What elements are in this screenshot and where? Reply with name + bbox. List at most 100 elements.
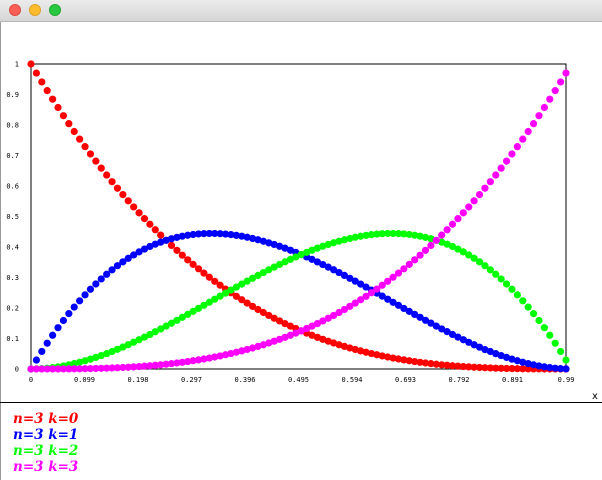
data-point bbox=[459, 209, 467, 217]
data-point bbox=[319, 335, 327, 343]
data-point bbox=[38, 78, 46, 86]
data-point bbox=[130, 203, 138, 211]
data-point bbox=[124, 254, 132, 262]
series-1 bbox=[27, 229, 570, 373]
data-point bbox=[557, 365, 565, 373]
data-point bbox=[427, 360, 435, 368]
data-point bbox=[151, 226, 159, 234]
data-point bbox=[438, 238, 446, 246]
data-point bbox=[481, 346, 489, 354]
data-point bbox=[243, 277, 251, 285]
data-point bbox=[405, 357, 413, 365]
data-point bbox=[124, 197, 132, 205]
data-point bbox=[103, 171, 111, 179]
data-point bbox=[411, 357, 419, 366]
data-point bbox=[281, 244, 289, 252]
data-point bbox=[497, 275, 505, 283]
data-point bbox=[184, 357, 192, 366]
data-point bbox=[248, 344, 257, 352]
data-point bbox=[378, 352, 386, 360]
data-point bbox=[432, 360, 440, 368]
maximize-window-button[interactable] bbox=[49, 4, 61, 16]
data-point bbox=[362, 231, 370, 239]
data-point bbox=[200, 301, 208, 309]
data-point bbox=[411, 310, 419, 318]
data-point bbox=[562, 356, 570, 364]
data-point bbox=[486, 347, 494, 356]
data-point bbox=[92, 157, 100, 165]
data-point bbox=[194, 356, 203, 364]
data-point bbox=[275, 317, 284, 325]
data-point bbox=[119, 343, 127, 351]
data-point bbox=[519, 358, 527, 366]
data-point bbox=[562, 69, 570, 77]
data-point bbox=[335, 268, 343, 277]
data-point bbox=[465, 363, 473, 371]
data-point bbox=[319, 260, 327, 269]
data-point bbox=[524, 303, 532, 311]
data-point bbox=[157, 238, 165, 246]
data-point bbox=[216, 352, 224, 360]
data-point bbox=[497, 351, 505, 360]
data-point bbox=[389, 273, 397, 281]
legend-entry: n=3 k=1 bbox=[13, 427, 79, 443]
data-point bbox=[65, 310, 73, 318]
data-point bbox=[508, 285, 516, 293]
data-point bbox=[546, 364, 554, 372]
data-point bbox=[465, 203, 473, 211]
data-point bbox=[492, 270, 500, 278]
data-point bbox=[297, 251, 305, 259]
data-point bbox=[454, 245, 462, 253]
data-point bbox=[259, 341, 267, 349]
data-point bbox=[508, 150, 516, 158]
data-point bbox=[389, 229, 397, 238]
data-point bbox=[97, 364, 105, 372]
data-point bbox=[49, 331, 57, 339]
y-tick-label: 0.2 bbox=[6, 305, 19, 313]
data-point bbox=[205, 354, 213, 362]
data-point bbox=[400, 356, 408, 364]
data-point bbox=[43, 87, 51, 95]
data-point bbox=[81, 357, 89, 365]
data-point bbox=[481, 364, 489, 372]
data-point bbox=[103, 270, 111, 278]
data-point bbox=[254, 271, 262, 279]
data-point bbox=[59, 316, 68, 325]
data-point bbox=[178, 358, 186, 366]
x-tick-label: 0 bbox=[29, 376, 33, 384]
data-point bbox=[238, 347, 246, 355]
data-point bbox=[157, 361, 165, 369]
data-point bbox=[221, 230, 230, 238]
data-point bbox=[421, 316, 430, 324]
data-point bbox=[438, 231, 446, 239]
data-point bbox=[405, 230, 413, 239]
data-point bbox=[70, 303, 78, 311]
data-point bbox=[508, 355, 516, 363]
data-point bbox=[173, 233, 181, 241]
data-point bbox=[427, 235, 435, 243]
data-point bbox=[232, 292, 240, 300]
data-point bbox=[97, 351, 105, 360]
data-point bbox=[108, 266, 116, 274]
data-point bbox=[140, 362, 149, 370]
data-point bbox=[324, 314, 332, 322]
data-point bbox=[421, 359, 430, 367]
x-tick-label: 0.198 bbox=[127, 376, 148, 384]
data-point bbox=[173, 246, 181, 254]
data-point bbox=[362, 292, 370, 300]
data-point bbox=[38, 365, 46, 373]
data-point bbox=[167, 319, 176, 327]
data-point bbox=[162, 360, 170, 368]
data-point bbox=[340, 342, 349, 350]
data-point bbox=[497, 364, 505, 372]
data-point bbox=[92, 364, 100, 373]
data-point bbox=[108, 364, 116, 372]
data-point bbox=[384, 277, 392, 285]
data-point bbox=[492, 364, 500, 372]
data-point bbox=[281, 333, 289, 341]
data-point bbox=[232, 283, 240, 291]
close-window-button[interactable] bbox=[9, 4, 21, 16]
minimize-window-button[interactable] bbox=[29, 4, 41, 16]
data-point bbox=[513, 143, 521, 151]
data-point bbox=[373, 351, 381, 359]
